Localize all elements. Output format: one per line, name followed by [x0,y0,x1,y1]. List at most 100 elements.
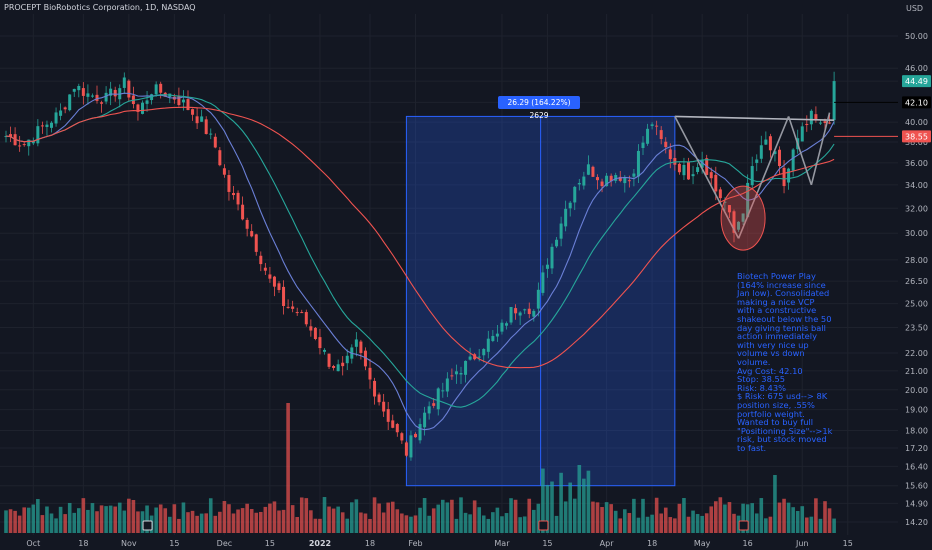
volume-bar [541,468,545,533]
candle-body [200,116,204,122]
candle-body [582,176,586,186]
candle-body [741,213,745,222]
volume-bar [131,499,136,533]
candle-body [459,373,463,375]
price-axis[interactable]: USD 14.20 14.90 15.60 16.40 17.20 18.00 19.00 20… [902,4,931,527]
price-level-lines [834,101,898,137]
price-label: 42.10 [905,98,928,107]
candle-body [232,193,235,196]
candle-body [568,202,572,209]
volume-bar [268,503,272,533]
volume-bar [381,512,386,533]
candle-body [222,168,226,175]
trendline [674,115,835,122]
candle-body [345,355,349,364]
volume-bar [222,501,227,533]
time-axis[interactable]: Oct 18 Nov 15 Dec 15 2022 18 Feb Mar 15 Apr 18 May 16 J… [26,539,852,548]
candle-body [636,150,640,177]
candle-body [791,149,795,171]
candle-body [395,424,399,433]
candle-body [191,109,195,115]
volume-bar [354,499,359,533]
candle-body [286,306,290,308]
volume-bar [827,508,832,533]
volume-bar [677,503,682,533]
volume-bar [450,499,454,533]
x-tick-label: 15 [542,539,552,548]
candle-body [354,339,358,347]
volume-bar [277,510,281,533]
volume-bar [45,506,49,533]
volume-bar [700,515,704,533]
candle-body [218,150,222,166]
volume-bar [641,498,645,533]
volume-bar [618,518,623,533]
volume-bar [122,510,127,533]
candle-body [700,160,704,168]
candle-body [404,442,408,456]
volume-bar [750,503,754,533]
volume-bar [814,498,818,533]
candle-body [605,175,609,187]
volume-bar [572,498,577,533]
candle-body [282,286,286,306]
volume-bar [686,516,691,533]
volume-bar [513,499,518,533]
volume-bar [591,501,595,533]
trendline-drawings [674,112,835,251]
volume-bar [186,512,190,533]
x-tick-label: Oct [26,539,40,548]
y-tick-label: 36.00 [905,159,928,168]
candle-body [609,175,613,182]
candle-body [159,83,163,93]
candle-body [527,308,531,315]
price-label-bg [902,96,931,109]
volume-bar [240,508,245,533]
volume-bar [627,512,632,533]
candle-body [737,221,741,230]
volume-bar [454,518,459,533]
candle-body [709,172,713,179]
y-tick-label: 14.20 [905,518,928,527]
x-tick-label: 15 [169,539,179,548]
volume-bar [613,510,618,533]
candle-body [40,125,44,127]
y-tick-label: 14.90 [905,499,928,508]
volume-bar [295,517,299,533]
volume-bar [8,509,13,533]
candle-body [154,84,158,95]
volume-bar [58,506,63,533]
volume-bar [386,502,390,533]
candle-body [782,167,786,187]
candle-body [586,164,590,175]
volume-bar [13,510,17,533]
trendline [810,112,831,186]
volume-bar [67,502,72,533]
volume-bar [36,499,40,533]
candle-body [22,144,26,146]
volume-bar [645,516,650,533]
volume-bar [550,481,554,533]
candle-body [209,133,213,135]
candle-body [523,309,527,311]
volume-bar [709,506,714,533]
candle-body [291,306,295,309]
y-tick-label: 17.20 [905,444,928,453]
volume-bar [26,507,31,533]
volume-bar [577,465,582,533]
candle-body [359,341,363,353]
volume-bar [527,498,532,533]
volume-bar [31,504,36,533]
y-tick-label: 19.00 [905,406,928,415]
volume-bar [741,503,745,533]
volume-bar [582,478,586,533]
candle-body [90,95,94,97]
volume-bar [623,509,627,533]
volume-bar [604,502,609,533]
volume-bar [81,498,86,533]
volume-bar [736,515,741,533]
volume-bar [377,503,381,533]
candle-body [100,102,104,104]
volume-bar [704,513,709,533]
